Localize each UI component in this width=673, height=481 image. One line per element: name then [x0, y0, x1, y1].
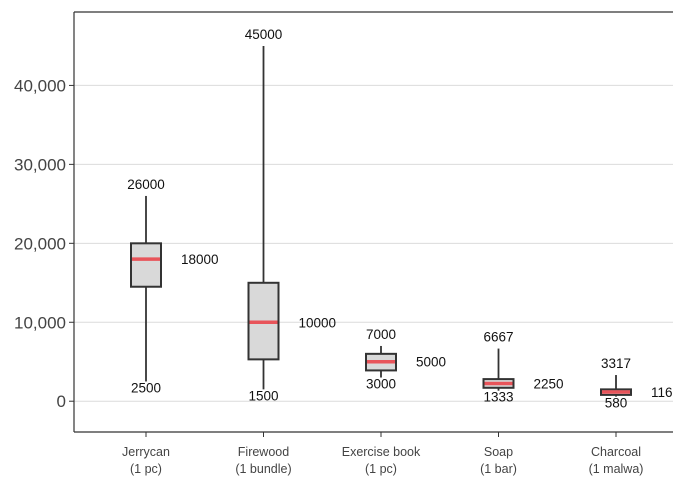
x-tick-label: Firewood: [238, 445, 289, 459]
y-axis-ticks: 0 10,000 20,000 30,000 40,000: [14, 76, 74, 411]
box-series: [130, 45, 632, 397]
gridlines: [74, 11, 673, 402]
median-label: 18000: [181, 252, 219, 267]
x-tick-label: Soap: [484, 445, 513, 459]
max-label: 45000: [245, 27, 283, 42]
x-tick-label: Jerrycan: [122, 445, 170, 459]
data-labels: 26000 2500 18000 45000 1500 10000 7000 3000 5000…: [127, 27, 673, 411]
x-tick-sublabel: (1 pc): [365, 462, 397, 476]
y-tick-label: 0: [57, 392, 66, 411]
median-label: 5000: [416, 355, 446, 370]
min-label: 1333: [483, 390, 513, 405]
max-label: 7000: [366, 327, 396, 342]
y-tick-label: 40,000: [14, 76, 66, 95]
x-tick-sublabel: (1 bar): [480, 462, 517, 476]
min-label: 2500: [131, 380, 161, 395]
x-axis-ticks: Jerrycan (1 pc) Firewood (1 bundle) Exercise…: [122, 432, 643, 476]
y-tick-label: 20,000: [14, 234, 66, 253]
x-tick-sublabel: (1 bundle): [235, 462, 291, 476]
max-label: 26000: [127, 177, 165, 192]
x-tick-label: Exercise book: [342, 445, 421, 459]
x-tick-label: Charcoal: [591, 445, 641, 459]
x-tick-sublabel: (1 pc): [130, 462, 162, 476]
max-label: 3317: [601, 356, 631, 371]
min-label: 580: [605, 396, 628, 411]
median-label: 10000: [299, 315, 337, 330]
y-tick-label: 30,000: [14, 155, 66, 174]
y-tick-label: 10,000: [14, 313, 66, 332]
max-label: 6667: [483, 330, 513, 345]
median-label: 1167: [651, 385, 673, 400]
min-label: 3000: [366, 377, 396, 392]
x-tick-sublabel: (1 malwa): [589, 462, 644, 476]
median-label: 2250: [534, 376, 564, 391]
min-label: 1500: [248, 388, 278, 403]
box: [130, 242, 162, 288]
